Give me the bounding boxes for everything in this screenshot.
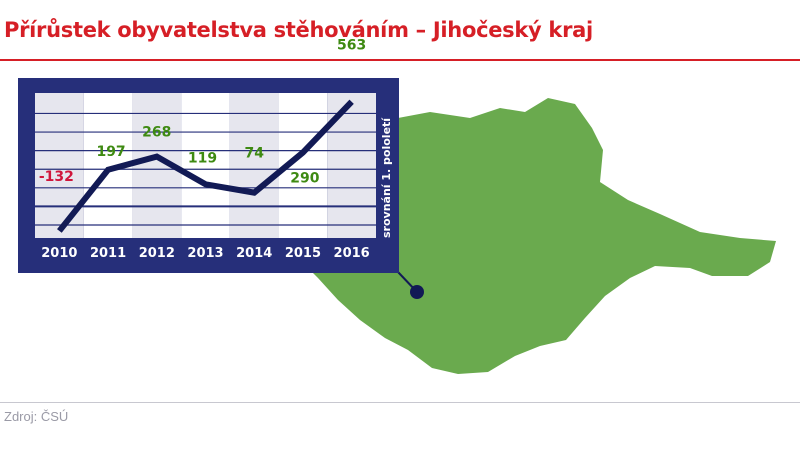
data-label: -132: [39, 169, 74, 185]
column-band: [229, 93, 279, 238]
x-tick-label: 2011: [90, 246, 126, 261]
column-band: [181, 93, 230, 238]
x-tick-label: 2015: [285, 246, 321, 261]
x-tick-label: 2010: [41, 246, 77, 261]
title-divider: [0, 59, 800, 61]
data-label: 74: [244, 146, 264, 162]
series-line: [57, 99, 354, 233]
data-label: 268: [142, 125, 171, 141]
column-band: [327, 93, 376, 238]
region-map: [310, 98, 776, 374]
data-label: 290: [290, 170, 319, 186]
column-band: [35, 93, 84, 238]
x-tick-label: 2014: [236, 246, 272, 261]
data-label: 197: [96, 144, 125, 160]
location-marker: [410, 285, 424, 299]
chart-title: Přírůstek obyvatelstva stěhováním – Jiho…: [4, 18, 593, 42]
data-label: 119: [188, 150, 217, 166]
x-tick-label: 2012: [139, 246, 175, 261]
x-tick-label: 2016: [334, 246, 370, 261]
source-note: Zdroj: ČSÚ: [4, 409, 69, 424]
data-label: 563: [337, 38, 366, 54]
side-note: srovnání 1. pololetí: [380, 117, 393, 238]
x-tick-label: 2013: [187, 246, 223, 261]
footer-divider: [0, 402, 800, 403]
